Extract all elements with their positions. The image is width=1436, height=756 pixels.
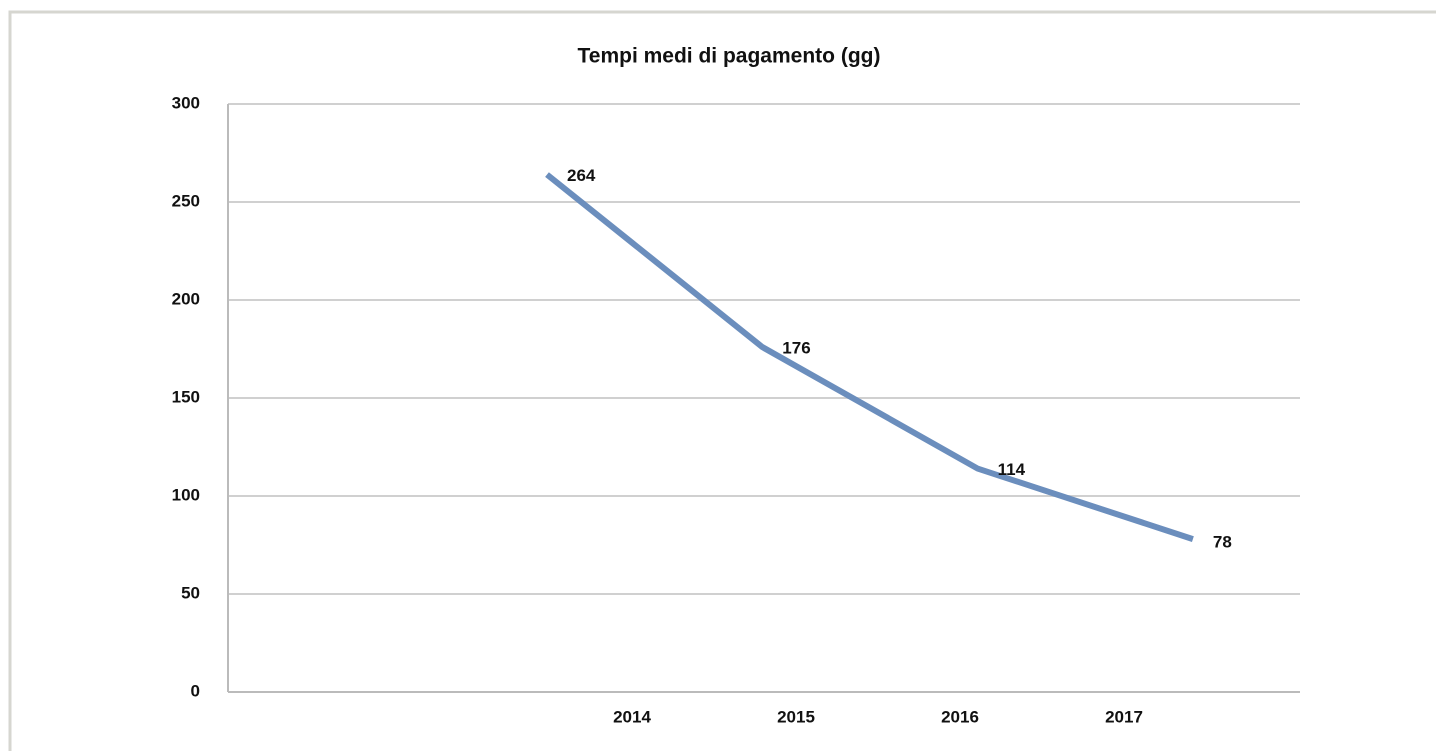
x-tick-label: 2016 xyxy=(941,707,979,726)
x-tick-label: 2015 xyxy=(777,707,815,726)
y-tick-label: 200 xyxy=(172,289,200,308)
y-tick-label: 50 xyxy=(181,583,200,602)
x-tick-label: 2017 xyxy=(1105,707,1143,726)
data-label: 264 xyxy=(567,166,596,185)
frame xyxy=(8,10,1436,751)
x-tick-label: 2014 xyxy=(613,707,651,726)
data-label: 114 xyxy=(998,460,1026,479)
y-tick-label: 100 xyxy=(172,485,200,504)
y-tick-label: 300 xyxy=(172,93,200,112)
data-label: 78 xyxy=(1213,533,1232,552)
data-label: 176 xyxy=(782,339,810,358)
line-series xyxy=(545,172,1194,542)
y-tick-label: 0 xyxy=(191,681,200,700)
y-tick-label: 250 xyxy=(172,191,200,210)
y-tick-label: 150 xyxy=(172,387,200,406)
chart-title: Tempi medi di pagamento (gg) xyxy=(578,45,881,68)
